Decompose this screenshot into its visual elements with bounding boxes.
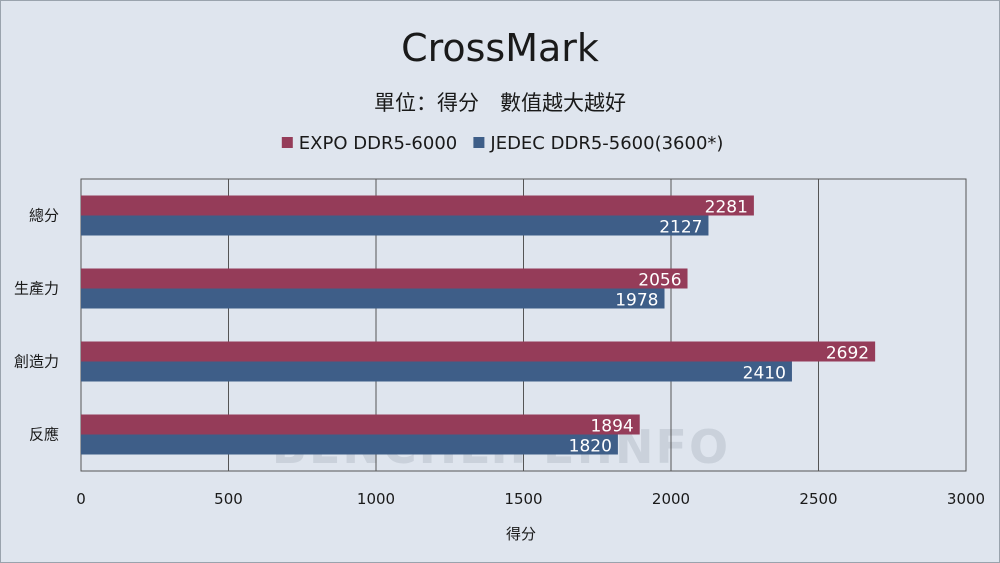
data-label: 1894 bbox=[590, 417, 633, 437]
x-axis-label: 得分 bbox=[506, 525, 536, 543]
bar bbox=[81, 341, 876, 362]
data-label: 2056 bbox=[638, 271, 681, 291]
legend: EXPO DDR5-6000 JEDEC DDR5-5600(3600*) bbox=[281, 133, 723, 154]
x-tick-label: 3000 bbox=[947, 490, 985, 508]
legend-label: EXPO DDR5-6000 bbox=[299, 133, 457, 154]
x-tick-label: 2500 bbox=[799, 490, 837, 508]
legend-swatch bbox=[281, 137, 293, 148]
category-label: 總分 bbox=[29, 207, 59, 225]
data-label: 1820 bbox=[569, 437, 612, 457]
bar bbox=[81, 361, 792, 382]
data-label: 2410 bbox=[743, 364, 786, 384]
bar bbox=[81, 414, 640, 435]
x-tick-label: 1500 bbox=[504, 490, 542, 508]
chart-title: CrossMark bbox=[401, 26, 599, 70]
category-label: 反應 bbox=[29, 426, 59, 444]
bar bbox=[81, 195, 754, 216]
data-label: 2692 bbox=[826, 344, 869, 364]
legend-label: JEDEC DDR5-5600(3600*) bbox=[489, 133, 723, 154]
bar bbox=[81, 288, 665, 309]
category-label: 創造力 bbox=[14, 353, 59, 371]
x-tick-label: 0 bbox=[76, 490, 86, 508]
x-tick-label: 1000 bbox=[357, 490, 395, 508]
data-label: 2281 bbox=[705, 198, 748, 218]
bar bbox=[81, 434, 618, 455]
bar bbox=[81, 268, 688, 289]
chart-subtitle: 單位：得分 數值越大越好 bbox=[374, 91, 626, 115]
legend-swatch bbox=[473, 137, 485, 148]
data-label: 2127 bbox=[659, 218, 702, 238]
category-label: 生產力 bbox=[14, 280, 59, 298]
x-tick-label: 500 bbox=[214, 490, 243, 508]
bar bbox=[81, 215, 709, 236]
x-tick-label: 2000 bbox=[652, 490, 690, 508]
data-label: 1978 bbox=[615, 291, 658, 311]
